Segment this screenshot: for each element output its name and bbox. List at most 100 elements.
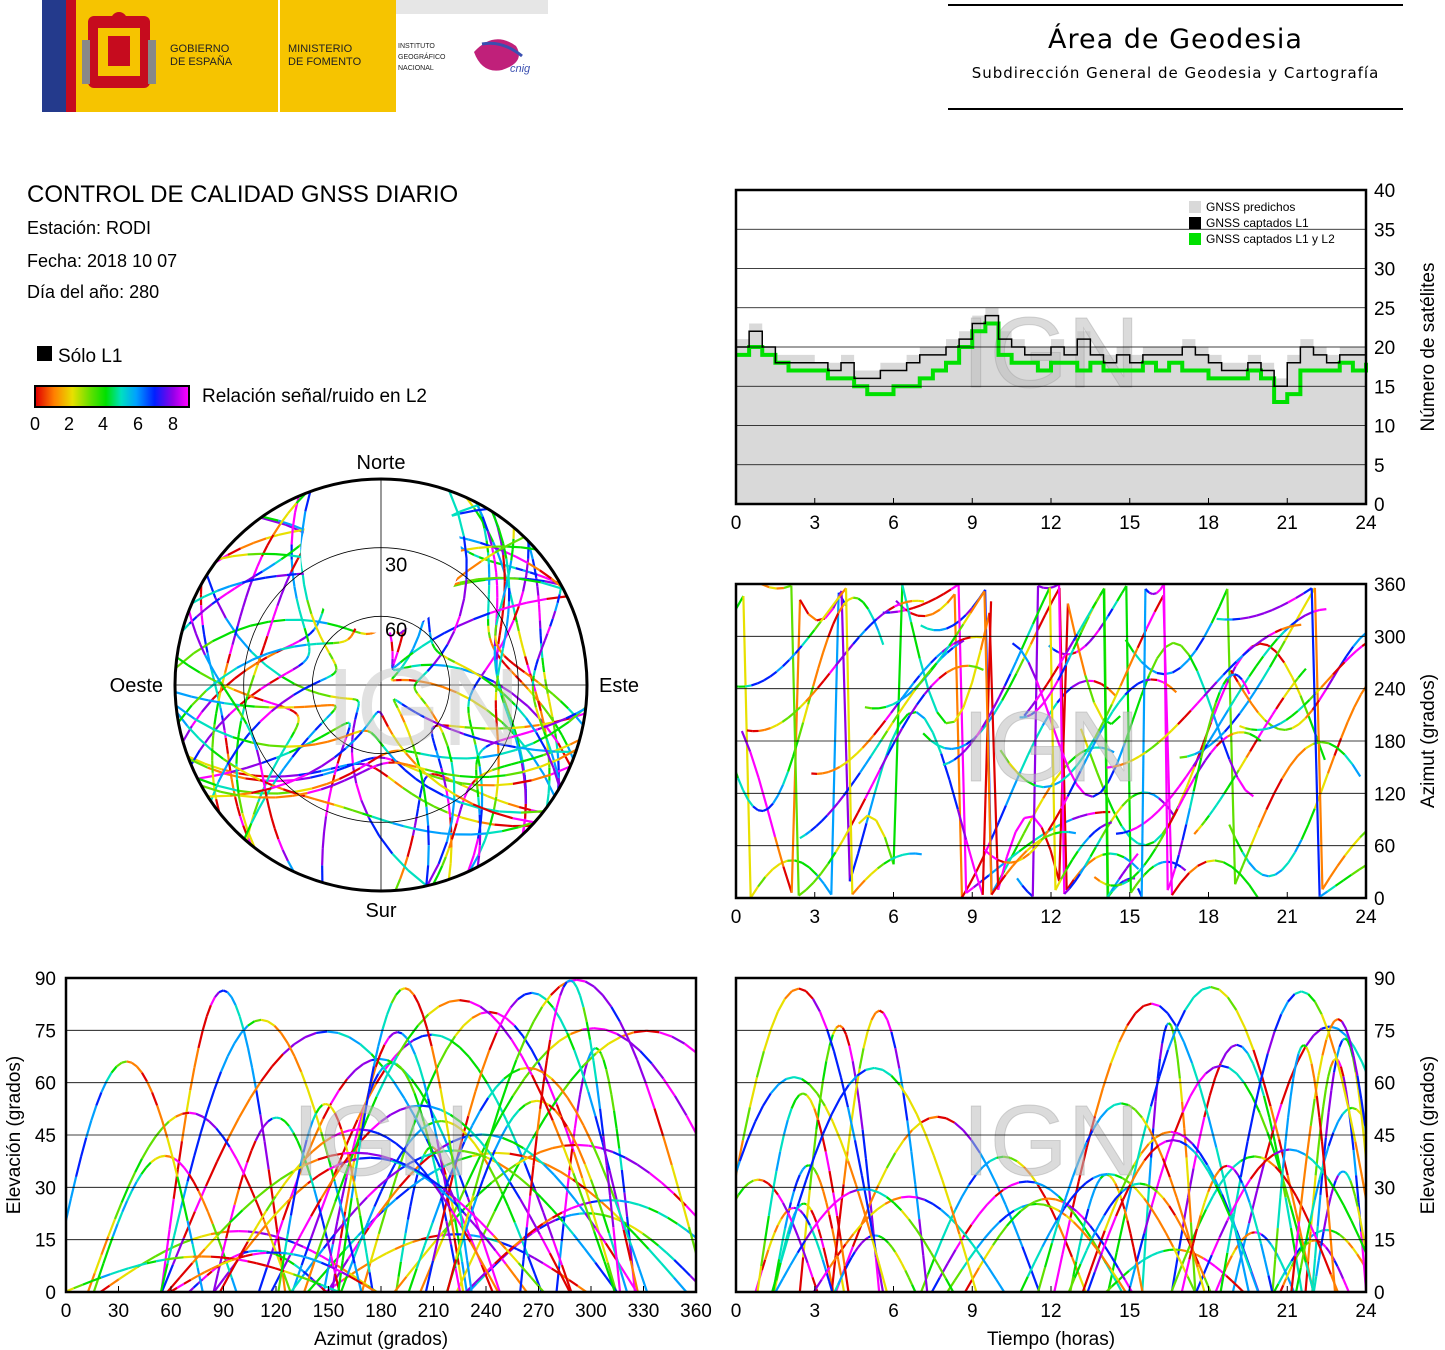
elev-time-track (874, 1257, 881, 1292)
elev-az-track (588, 1039, 595, 1061)
azimuth-track (1218, 588, 1229, 608)
elev-time-track (870, 1012, 877, 1021)
sky-track (198, 737, 212, 751)
sky-track (530, 676, 539, 684)
doy-label: Día del año: 280 (27, 282, 160, 302)
ign-watermark: IGN (325, 646, 521, 769)
elev-az-track (342, 1151, 356, 1155)
elev-time-track (1252, 1049, 1264, 1077)
sky-track (234, 766, 249, 775)
sky-track (232, 736, 252, 744)
azimuth-track (1172, 641, 1182, 647)
elev-az-track (561, 1220, 575, 1236)
elev-time-track (1036, 1202, 1045, 1206)
elev-az-track (363, 1088, 371, 1114)
sky-track (444, 847, 451, 858)
elev-az-track (276, 1116, 281, 1120)
sky-track (333, 704, 337, 708)
elev-time-track (1023, 1166, 1032, 1176)
azimuth-track (758, 728, 765, 733)
sky-track (284, 774, 299, 778)
elev-time-track (968, 1174, 977, 1186)
elev-az-track (365, 1096, 378, 1121)
elev-az-track (492, 1234, 507, 1250)
y-tick-label: 90 (35, 969, 56, 990)
elev-time-track (798, 1092, 804, 1097)
sky-track (549, 708, 554, 718)
elev-time-track (1370, 1276, 1372, 1292)
elev-time-track (1197, 1254, 1204, 1260)
elev-az-track (435, 1138, 443, 1163)
y-tick-label: 45 (35, 1126, 56, 1147)
azimuth-track (915, 852, 922, 856)
elev-az-track (576, 1143, 589, 1147)
azimuth-track (1154, 839, 1162, 850)
elev-az-track (559, 1170, 574, 1181)
elev-az-track (575, 986, 582, 996)
elev-time-track (781, 1264, 792, 1280)
azimuth-track (942, 761, 949, 766)
elev-az-track (489, 1013, 502, 1027)
sky-track (517, 630, 522, 640)
elev-time-track (845, 1034, 851, 1047)
elev-time-track (860, 1175, 871, 1214)
elev-az-track (397, 1261, 402, 1278)
elev-time-track (760, 1259, 767, 1271)
azimuth-track (1119, 880, 1125, 885)
azimuth-track (1003, 673, 1012, 687)
elev-az-track (446, 1259, 457, 1292)
elev-time-track (1342, 1278, 1347, 1286)
elev-time-track (991, 1234, 1001, 1246)
elev-time-track (771, 1262, 782, 1292)
sky-track (507, 573, 511, 589)
elev-az-track (280, 1032, 289, 1044)
azimuth-track (1239, 873, 1251, 886)
elev-az-track (434, 1065, 442, 1089)
elev-az-track (487, 1086, 498, 1099)
elev-time-track (1143, 1197, 1153, 1210)
azimuth-track (1319, 890, 1329, 898)
azimuth-track (1085, 745, 1095, 759)
elev-time-track (1313, 1226, 1319, 1259)
elev-time-track (902, 1092, 909, 1121)
elev-az-track (615, 1128, 621, 1149)
elev-time-track (1252, 1063, 1260, 1079)
elev-az-track (400, 1105, 411, 1111)
elev-time-track (1156, 1058, 1162, 1079)
sky-track (497, 527, 505, 544)
elev-time-track (1122, 1269, 1130, 1277)
elev-az-track (438, 1000, 450, 1008)
elev-time-track (1214, 1283, 1220, 1292)
azimuth-track (993, 699, 1004, 713)
sky-track (500, 695, 505, 704)
azimuth-track (912, 675, 921, 684)
sky-track (293, 688, 305, 696)
elev-az-track (330, 1152, 344, 1157)
elev-az-track (558, 1086, 569, 1099)
sky-track (327, 737, 339, 743)
sky-track (404, 769, 417, 780)
elev-time-track (1246, 1052, 1255, 1065)
elev-az-track (568, 1279, 579, 1287)
elev-az-track (593, 1027, 606, 1031)
sky-track (411, 743, 418, 758)
sky-track (324, 645, 331, 654)
azimuth-track (969, 601, 979, 614)
azimuth-track (1351, 763, 1362, 778)
azimuth-track (1158, 797, 1165, 804)
azimuth-track (1290, 618, 1299, 626)
sky-track (424, 703, 432, 713)
sky-track (541, 640, 546, 648)
elev-time-track (1085, 1128, 1095, 1143)
elev-time-track (816, 1174, 822, 1183)
azimuth-track (1320, 680, 1328, 689)
azimuth-track (1073, 770, 1082, 785)
elev-az-track (229, 1209, 244, 1224)
sky-track (209, 781, 220, 802)
azimuth-track (857, 597, 864, 604)
azimuth-track (699, 655, 706, 663)
elev-time-track (1338, 1233, 1345, 1240)
azimuth-track (1215, 739, 1223, 747)
azimuth-track (1148, 667, 1158, 674)
sky-track (425, 865, 430, 887)
